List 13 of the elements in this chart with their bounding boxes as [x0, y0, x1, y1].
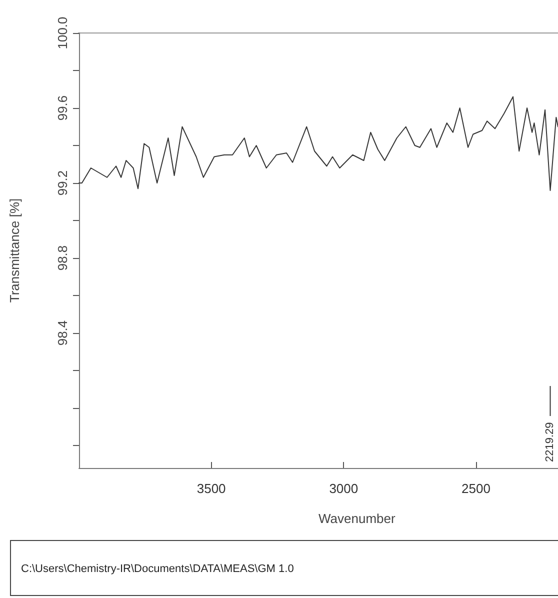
x-tick-label: 3500: [196, 481, 226, 496]
y-tick-label: 98.4: [55, 320, 70, 346]
y-tick-label: 100.0: [55, 16, 70, 50]
y-tick-label: 99.2: [55, 170, 70, 196]
y-tick-label: 98.8: [55, 245, 70, 271]
text: C:\Users\Chemistry-IR\Documents\DATA\MEAS\GM 1.0: [10, 540, 558, 596]
y-tick-label: 99.6: [55, 95, 70, 121]
x-axis-title: Wavenumber: [318, 511, 396, 526]
line-series: [78, 96, 558, 191]
y-axis-title: Transmittance [%]: [7, 198, 22, 303]
x-tick-label: 2500: [462, 481, 490, 496]
x-tick-label: 3000: [329, 481, 358, 496]
annotation: 2219.29: [544, 422, 556, 462]
